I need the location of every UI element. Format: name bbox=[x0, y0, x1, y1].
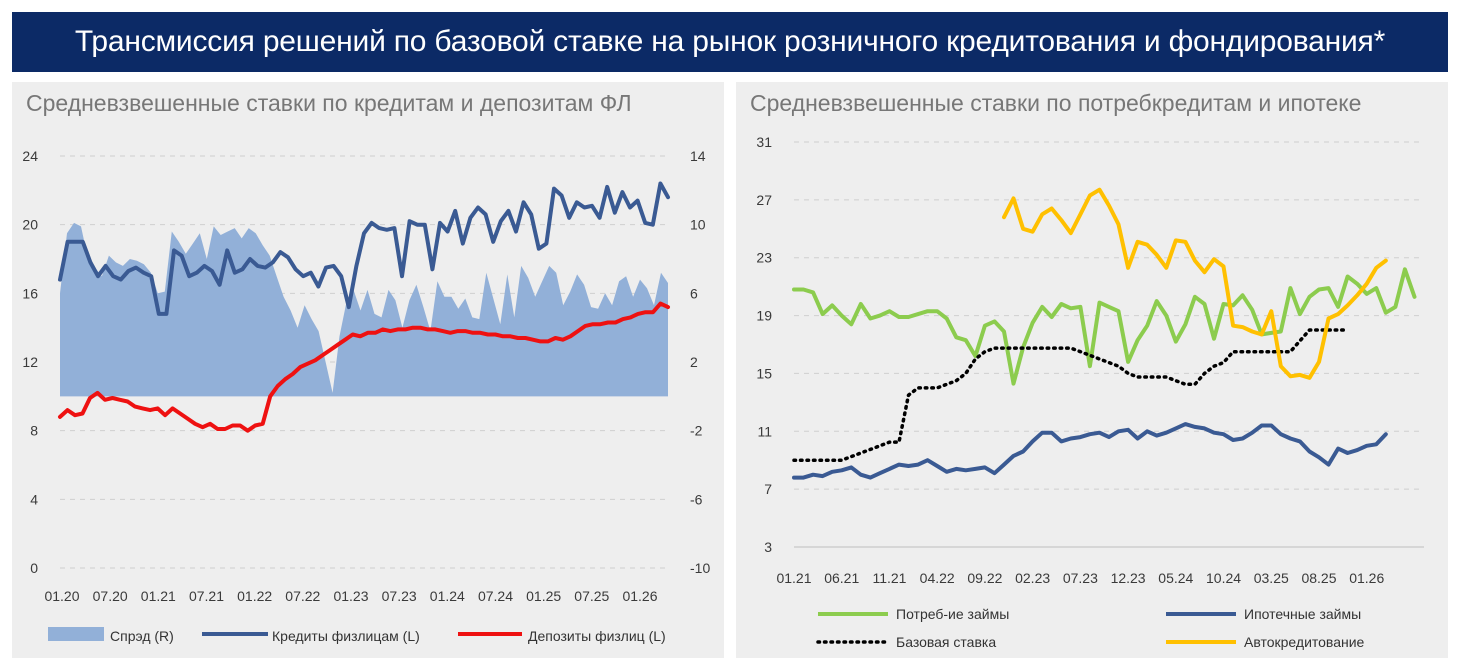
x-tick-label: 10.24 bbox=[1206, 570, 1241, 586]
y-right-tick-label: -6 bbox=[690, 491, 703, 507]
x-tick-label: 01.21 bbox=[141, 588, 176, 604]
x-tick-label: 01.20 bbox=[44, 588, 79, 604]
legend-label-базовая-ставка: Базовая ставка bbox=[896, 634, 996, 650]
legend-label-deposits: Депозиты физлиц (L) bbox=[528, 628, 666, 644]
x-tick-label: 04.22 bbox=[920, 570, 955, 586]
x-tick-label: 01.25 bbox=[526, 588, 561, 604]
x-tick-label: 06.21 bbox=[824, 570, 859, 586]
y-tick-label: 7 bbox=[764, 481, 772, 497]
y-left-tick-label: 16 bbox=[22, 285, 38, 301]
y-right-tick-label: -2 bbox=[690, 423, 703, 439]
x-tick-label: 01.21 bbox=[776, 570, 811, 586]
y-tick-label: 31 bbox=[756, 134, 772, 150]
базовая-ставка-line bbox=[792, 328, 1350, 462]
legend-label-ипотечные-займы: Ипотечные займы bbox=[1244, 606, 1361, 622]
x-tick-label: 09.22 bbox=[967, 570, 1002, 586]
y-left-tick-label: 0 bbox=[30, 560, 38, 576]
chart-title-right: Средневзвешенные ставки по потребкредита… bbox=[750, 90, 1362, 116]
y-right-tick-label: 10 bbox=[690, 217, 706, 233]
x-tick-label: 11.21 bbox=[872, 570, 906, 586]
y-tick-label: 11 bbox=[757, 423, 772, 439]
chart-right-svg: 31 27 23 19 15 11 7 301.21 06.21 11.21 04.22 09.22 0… bbox=[756, 134, 1424, 650]
legend-label-автокредитование: Автокредитование bbox=[1244, 634, 1365, 650]
legend-swatch-spread bbox=[48, 627, 104, 641]
x-tick-label: 07.24 bbox=[478, 588, 513, 604]
x-tick-label: 12.23 bbox=[1111, 570, 1146, 586]
x-tick-label: 07.22 bbox=[285, 588, 320, 604]
ипотечные-займы-line bbox=[792, 422, 1388, 480]
spread-area bbox=[60, 222, 668, 397]
x-tick-label: 05.24 bbox=[1158, 570, 1193, 586]
y-right-tick-label: 2 bbox=[690, 354, 698, 370]
автокредитование-line bbox=[1002, 187, 1388, 380]
y-tick-label: 3 bbox=[764, 539, 772, 555]
x-tick-label: 07.25 bbox=[574, 588, 609, 604]
y-tick-label: 19 bbox=[756, 308, 772, 324]
legend-label-spread: Спрэд (R) bbox=[110, 628, 174, 644]
x-tick-label: 07.23 bbox=[382, 588, 417, 604]
x-tick-label: 08.25 bbox=[1301, 570, 1336, 586]
legend-label-потреб-ие-займы: Потреб-ие займы bbox=[896, 606, 1009, 622]
y-left-tick-label: 24 bbox=[22, 148, 38, 164]
y-left-tick-label: 8 bbox=[30, 423, 38, 439]
потреб-ие-займы-line bbox=[792, 267, 1417, 386]
chart-panel-right: Средневзвешенные ставки по потребкредита… bbox=[736, 82, 1448, 658]
y-right-tick-label: -10 bbox=[690, 560, 710, 576]
x-tick-label: 01.26 bbox=[622, 588, 657, 604]
y-tick-label: 15 bbox=[756, 365, 772, 381]
chart-title-left: Средневзвешенные ставки по кредитам и де… bbox=[26, 90, 632, 116]
x-tick-label: 07.20 bbox=[93, 588, 128, 604]
x-tick-label: 01.26 bbox=[1349, 570, 1384, 586]
x-tick-label: 01.23 bbox=[333, 588, 368, 604]
y-tick-label: 27 bbox=[756, 192, 772, 208]
y-left-tick-label: 12 bbox=[22, 354, 38, 370]
x-tick-label: 02.23 bbox=[1015, 570, 1050, 586]
y-tick-label: 23 bbox=[756, 250, 772, 266]
x-tick-label: 07.21 bbox=[189, 588, 224, 604]
y-left-tick-label: 20 bbox=[22, 217, 38, 233]
page-banner: Трансмиссия решений по базовой ставке на… bbox=[12, 12, 1448, 72]
chart-panel-left: Средневзвешенные ставки по кредитам и де… bbox=[12, 82, 724, 658]
chart-left-svg: 24 20 16 12 8 4 0 14 10 6 2 -2 -6 -10 01.20 07.20 01.21 0… bbox=[22, 148, 710, 644]
y-right-tick-label: 6 bbox=[690, 285, 698, 301]
x-tick-label: 03.25 bbox=[1254, 570, 1289, 586]
y-right-tick-label: 14 bbox=[690, 148, 706, 164]
x-tick-label: 01.22 bbox=[237, 588, 272, 604]
legend-label-loans: Кредиты физлицам (L) bbox=[272, 628, 420, 644]
deposits-line bbox=[58, 301, 670, 433]
page-title: Трансмиссия решений по базовой ставке на… bbox=[74, 25, 1386, 58]
y-left-tick-label: 4 bbox=[30, 491, 38, 507]
x-tick-label: 07.23 bbox=[1063, 570, 1098, 586]
x-tick-label: 01.24 bbox=[430, 588, 465, 604]
loans-line bbox=[58, 181, 670, 316]
